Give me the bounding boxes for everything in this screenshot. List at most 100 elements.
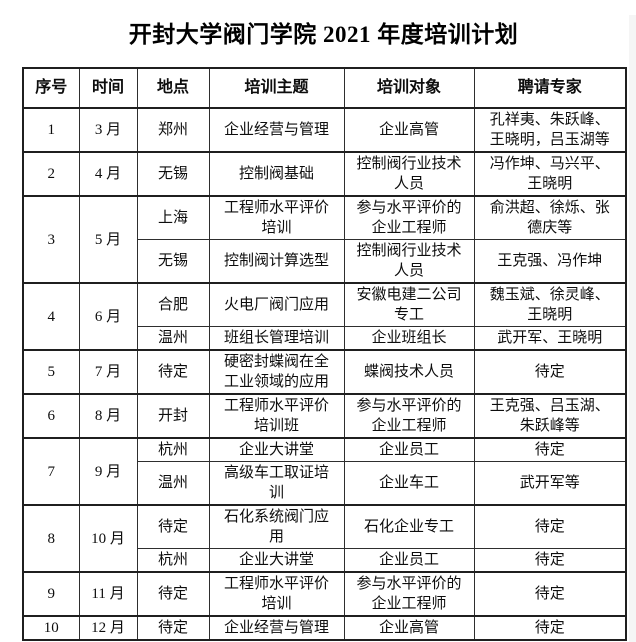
cell-time: 11 月 [78, 571, 138, 617]
cell-target: 企业高管 [343, 107, 475, 153]
cell-experts: 待定 [473, 349, 627, 395]
cell-target: 石化企业专工 [343, 504, 475, 549]
cell-time: 3 月 [78, 107, 138, 153]
cell-target: 控制阀行业技术 人员 [343, 151, 475, 197]
cell-place: 温州 [136, 326, 210, 351]
cell-topic: 控制阀计算选型 [208, 239, 345, 284]
cell-place: 待定 [136, 504, 210, 549]
cell-experts: 冯作坤、马兴平、 王晓明 [473, 151, 627, 197]
page-title: 开封大学阀门学院 2021 年度培训计划 [128, 22, 519, 47]
cell-experts: 待定 [473, 615, 627, 641]
cell-place: 上海 [136, 195, 210, 240]
column-header: 培训对象 [343, 67, 475, 109]
cell-place: 温州 [136, 461, 210, 506]
cell-no: 3 [22, 195, 80, 284]
page-edge-strip [629, 15, 636, 642]
cell-time: 6 月 [78, 282, 138, 351]
cell-experts: 待定 [473, 571, 627, 617]
cell-place: 待定 [136, 615, 210, 641]
cell-topic: 控制阀基础 [208, 151, 345, 197]
cell-topic: 企业大讲堂 [208, 437, 345, 462]
cell-experts: 王克强、冯作坤 [473, 239, 627, 284]
cell-target: 参与水平评价的 企业工程师 [343, 393, 475, 439]
cell-experts: 武开军等 [473, 461, 627, 506]
cell-no: 8 [22, 504, 80, 573]
cell-no: 6 [22, 393, 80, 439]
table-row: 无锡 控制阀计算选型 控制阀行业技术 人员 王克强、冯作坤 [23, 239, 627, 284]
cell-time: 12 月 [78, 615, 138, 641]
cell-place: 郑州 [136, 107, 210, 153]
cell-topic: 石化系统阀门应 用 [208, 504, 345, 549]
cell-no: 9 [22, 571, 80, 617]
table-row: 温州 班组长管理培训 企业班组长 武开军、王晓明 [23, 326, 627, 351]
cell-topic: 工程师水平评价 培训 [208, 195, 345, 240]
cell-time: 9 月 [78, 437, 138, 506]
cell-place: 待定 [136, 571, 210, 617]
cell-place: 杭州 [136, 437, 210, 462]
cell-place: 无锡 [136, 239, 210, 284]
cell-experts: 王克强、吕玉湖、 朱跃峰等 [473, 393, 627, 439]
column-header: 时间 [78, 67, 138, 109]
cell-topic: 火电厂阀门应用 [208, 282, 345, 327]
cell-time: 5 月 [78, 195, 138, 284]
cell-target: 企业员工 [343, 548, 475, 573]
cell-place: 开封 [136, 393, 210, 439]
cell-topic: 工程师水平评价 培训 [208, 571, 345, 617]
cell-no: 5 [22, 349, 80, 395]
cell-no: 10 [22, 615, 80, 641]
cell-target: 参与水平评价的 企业工程师 [343, 571, 475, 617]
cell-time: 4 月 [78, 151, 138, 197]
cell-target: 企业员工 [343, 437, 475, 462]
cell-no: 1 [22, 107, 80, 153]
column-header: 培训主题 [208, 67, 345, 109]
cell-place: 无锡 [136, 151, 210, 197]
table-row: 9 11 月待定 工程师水平评价 培训 参与水平评价的 企业工程师 待定 [22, 571, 627, 617]
cell-experts: 待定 [473, 437, 627, 462]
cell-topic: 企业大讲堂 [208, 548, 345, 573]
cell-place: 合肥 [136, 282, 210, 327]
cell-topic: 班组长管理培训 [208, 326, 345, 351]
cell-target: 企业班组长 [343, 326, 475, 351]
column-header: 聘请专家 [473, 67, 627, 109]
cell-place: 杭州 [136, 548, 210, 573]
cell-time: 7 月 [78, 349, 138, 395]
cell-no: 2 [22, 151, 80, 197]
cell-topic: 硬密封蝶阀在全 工业领域的应用 [208, 349, 345, 395]
column-header: 序号 [22, 67, 80, 109]
cell-topic: 企业经营与管理 [208, 107, 345, 153]
cell-no: 4 [22, 282, 80, 351]
document-page: 开封大学阀门学院 2021 年度培训计划 序号 时间 地点 培训主题 培训对象 聘请专家 … [0, 15, 636, 642]
cell-target: 企业高管 [343, 615, 475, 641]
cell-experts: 俞洪超、徐烁、张 德庆等 [473, 195, 627, 240]
cell-experts: 待定 [473, 504, 627, 549]
table-header-row: 序号 时间 地点 培训主题 培训对象 聘请专家 [22, 67, 627, 109]
cell-experts: 魏玉斌、徐灵峰、 王晓明 [473, 282, 627, 327]
column-header: 地点 [136, 67, 210, 109]
cell-no: 7 [22, 437, 80, 506]
cell-time: 8 月 [78, 393, 138, 439]
table-row: 10 12 月待定 企业经营与管理 企业高管 待定 [22, 615, 627, 641]
cell-topic: 工程师水平评价 培训班 [208, 393, 345, 439]
cell-topic: 高级车工取证培 训 [208, 461, 345, 506]
cell-experts: 孔祥夷、朱跃峰、 王晓明，吕玉湖等 [473, 107, 627, 153]
cell-target: 参与水平评价的 企业工程师 [343, 195, 475, 240]
cell-target: 蝶阀技术人员 [343, 349, 475, 395]
cell-place: 待定 [136, 349, 210, 395]
cell-experts: 武开军、王晓明 [473, 326, 627, 351]
table-row: 8 10 月待定 石化系统阀门应 用石化企业专工 待定 [22, 504, 627, 573]
cell-target: 企业车工 [343, 461, 475, 506]
cell-experts: 待定 [473, 548, 627, 573]
cell-topic: 企业经营与管理 [208, 615, 345, 641]
cell-target: 安徽电建二公司 专工 [343, 282, 475, 327]
table-row: 杭州 企业大讲堂 企业员工 待定 [23, 548, 627, 573]
cell-target: 控制阀行业技术 人员 [343, 239, 475, 284]
cell-time: 10 月 [78, 504, 138, 573]
